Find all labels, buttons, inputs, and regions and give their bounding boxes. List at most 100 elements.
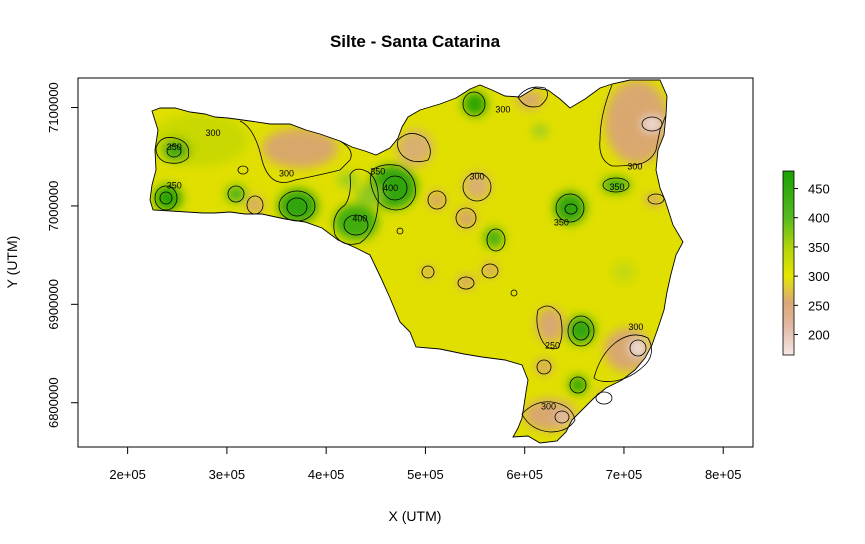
surface-blob	[152, 114, 248, 166]
contour-line	[455, 207, 477, 229]
contour-line	[481, 263, 499, 279]
surface-blob	[604, 328, 652, 372]
x-axis-label: X (UTM)	[389, 508, 442, 524]
x-tick-label: 6e+05	[506, 467, 543, 482]
contour-line	[278, 190, 316, 222]
contour-line	[239, 120, 352, 183]
surface-blob	[397, 130, 433, 166]
legend-tick-label: 400	[808, 211, 830, 226]
contour-line	[382, 175, 408, 201]
contour-line	[457, 276, 475, 290]
contour-label: 300	[628, 322, 643, 332]
contour-label: 350	[167, 180, 182, 190]
surface-blob	[556, 411, 570, 423]
y-tick-label: 6800000	[46, 377, 61, 428]
contour-line	[370, 164, 416, 211]
contour-label: 400	[352, 214, 367, 224]
contour-line	[486, 228, 506, 252]
contour-line	[343, 214, 369, 236]
legend-tick-label: 250	[808, 298, 830, 313]
surface-blob	[463, 92, 487, 116]
contour-line	[333, 168, 379, 245]
surface-blob	[482, 263, 498, 277]
contour-line	[427, 190, 447, 210]
contour-line	[397, 133, 431, 163]
contour-label: 300	[205, 128, 220, 138]
contour-lines	[154, 84, 667, 433]
x-tick-label: 7e+05	[606, 467, 643, 482]
surface-blob	[642, 117, 662, 131]
surface-blob	[356, 185, 384, 205]
y-tick-label: 7000000	[46, 181, 61, 232]
surface-blob	[463, 172, 491, 200]
legend-tick-label: 350	[808, 240, 830, 255]
contour-line	[166, 144, 182, 158]
surface-blob	[612, 262, 636, 282]
contour-line	[237, 165, 249, 175]
surface-blob	[536, 307, 564, 343]
surface-blob	[226, 186, 246, 202]
x-tick-label: 3e+05	[209, 467, 246, 482]
contour-line	[569, 376, 587, 394]
contour-line	[421, 265, 435, 279]
contour-line	[462, 172, 492, 202]
contour-line	[554, 410, 570, 424]
contour-line	[564, 203, 578, 215]
contour-label: 250	[545, 341, 560, 351]
surface-blob	[456, 208, 476, 228]
x-tick-label: 5e+05	[407, 467, 444, 482]
surface-blob	[567, 316, 595, 344]
contour-label: 350	[370, 166, 385, 176]
legend-tick-label: 200	[808, 328, 830, 343]
x-tick-label: 4e+05	[308, 467, 345, 482]
contour-line	[462, 91, 486, 117]
y-tick-label: 6900000	[46, 279, 61, 330]
contour-line	[521, 401, 576, 433]
contour-line	[227, 185, 245, 203]
contour-line	[602, 177, 630, 193]
surface-blob	[605, 80, 669, 164]
x-tick-label: 8e+05	[705, 467, 742, 482]
y-axis-label: Y (UTM)	[4, 236, 20, 289]
contour-label: 300	[470, 171, 485, 181]
contour-label: 350	[167, 142, 182, 152]
color-legend: 200 250 300 350 400 450	[782, 170, 830, 356]
legend-tick-label: 450	[808, 182, 830, 197]
contour-line	[536, 305, 563, 350]
contour-line	[155, 137, 190, 164]
contour-line	[536, 359, 552, 375]
chart-title: Silte - Santa Catarina	[330, 32, 501, 51]
surface-blob	[602, 177, 630, 193]
surface-blob	[428, 191, 446, 209]
contour-line	[572, 321, 590, 341]
surface-blob	[422, 266, 434, 278]
surface-blob	[246, 196, 264, 214]
contour-line	[154, 185, 178, 211]
contour-line	[595, 391, 613, 405]
y-axis: 6800000 6900000 7000000 7100000	[46, 82, 78, 428]
contour-line	[286, 197, 308, 217]
surface-blob	[533, 125, 547, 137]
plot-box	[77, 77, 754, 448]
contour-line	[510, 289, 518, 297]
surface-blob	[645, 194, 663, 206]
surface-blob	[630, 340, 646, 356]
surface-blob	[536, 359, 552, 375]
contour-line	[246, 195, 264, 215]
heat-surface	[150, 80, 683, 443]
surface-blob	[338, 172, 358, 188]
contour-line	[647, 193, 665, 205]
contour-line	[629, 339, 647, 357]
contour-label: 350	[609, 182, 624, 192]
legend-color-bar	[782, 170, 795, 356]
y-tick-label: 7100000	[46, 82, 61, 133]
x-axis: 2e+05 3e+05 4e+05 5e+05 6e+05 7e+05 8e+05	[109, 447, 741, 482]
contour-label: 300	[495, 104, 510, 114]
contour-line	[593, 334, 652, 382]
surface-blob	[554, 192, 586, 224]
surface-blob	[262, 128, 338, 168]
surface-blob	[278, 189, 318, 223]
contour-label: 400	[383, 183, 398, 193]
contour-line	[641, 116, 663, 132]
